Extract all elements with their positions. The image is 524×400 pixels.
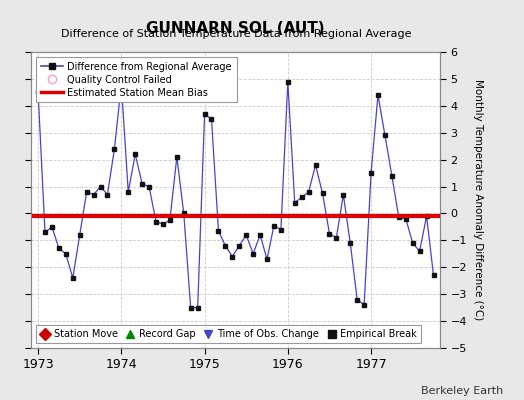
- Text: Difference of Station Temperature Data from Regional Average: Difference of Station Temperature Data f…: [61, 29, 411, 39]
- Legend: Station Move, Record Gap, Time of Obs. Change, Empirical Break: Station Move, Record Gap, Time of Obs. C…: [36, 325, 421, 343]
- Text: Berkeley Earth: Berkeley Earth: [421, 386, 503, 396]
- Y-axis label: Monthly Temperature Anomaly Difference (°C): Monthly Temperature Anomaly Difference (…: [473, 79, 483, 321]
- Title: GUNNARN SOL (AUT): GUNNARN SOL (AUT): [147, 20, 325, 36]
